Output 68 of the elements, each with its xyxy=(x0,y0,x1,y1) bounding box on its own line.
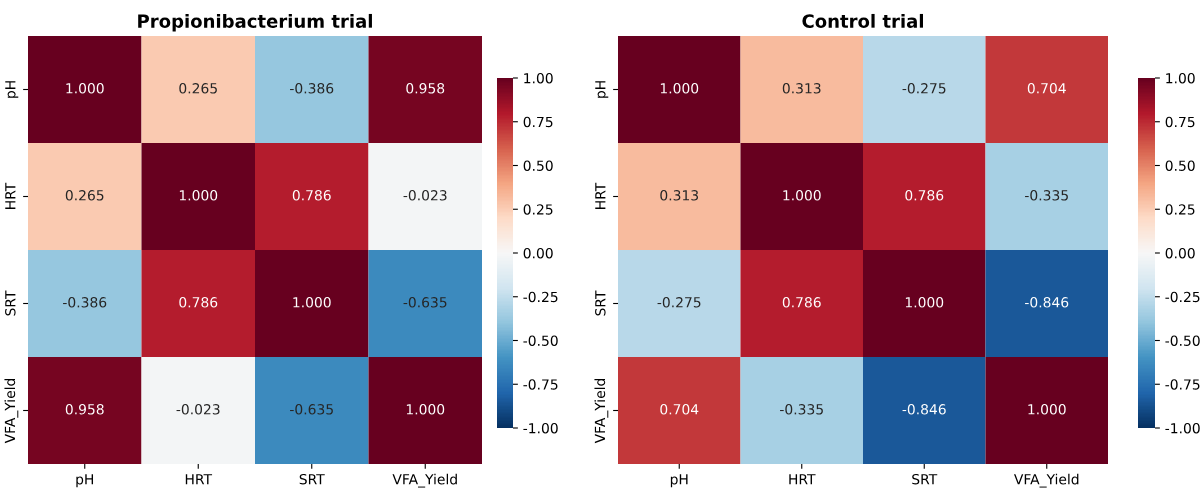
color-bar-label: 0.50 xyxy=(523,160,553,171)
x-tick-label: pH xyxy=(670,474,688,488)
color-bar-label: 0.75 xyxy=(523,116,553,128)
data-label: 1.000 xyxy=(406,404,445,415)
data-label: 0.704 xyxy=(1027,83,1066,94)
data-label: 0.265 xyxy=(179,83,217,94)
x-tick-label: HRT xyxy=(789,474,816,485)
color-bar-label: -0.50 xyxy=(1165,335,1200,346)
color-bar-label: 1.00 xyxy=(1166,72,1195,84)
color-bar-label: -1.00 xyxy=(1165,422,1200,434)
color-bar-label: -0.50 xyxy=(523,335,558,346)
color-bar-label: 0.75 xyxy=(1165,116,1195,128)
y-tick-label: VFA_Yield xyxy=(4,378,19,444)
data-label: 1.000 xyxy=(66,83,104,94)
x-tick-label: SRT xyxy=(299,473,325,485)
data-label: 1.000 xyxy=(660,83,699,94)
data-label: -0.635 xyxy=(290,404,333,415)
color-bar-label: 0.00 xyxy=(523,247,553,259)
color-bar-label: 0.00 xyxy=(1165,247,1195,259)
data-label: 1.000 xyxy=(905,297,944,308)
data-label: 0.313 xyxy=(660,190,699,201)
data-label: 0.958 xyxy=(65,404,104,415)
chart-title: Propionibacterium trial xyxy=(138,13,372,32)
data-label: 0.313 xyxy=(782,83,821,94)
x-tick-label: HRT xyxy=(185,474,213,485)
y-tick-label: SRT xyxy=(595,290,606,316)
data-label: -0.023 xyxy=(403,190,447,201)
data-label: 0.786 xyxy=(782,297,821,308)
data-label: 0.704 xyxy=(660,404,699,415)
data-label: 0.786 xyxy=(292,190,331,201)
data-label: -0.386 xyxy=(63,297,107,308)
data-label: -0.846 xyxy=(902,404,946,415)
color-bar-label: -0.75 xyxy=(523,379,558,390)
color-bar-label: -0.25 xyxy=(1165,291,1200,303)
data-label: -0.846 xyxy=(1025,297,1069,308)
data-label: 0.786 xyxy=(179,297,218,308)
data-label: -0.335 xyxy=(780,404,823,415)
data-label: -0.335 xyxy=(1025,190,1068,201)
data-label: 1.000 xyxy=(179,190,218,201)
color-bar-label: 0.50 xyxy=(1165,160,1195,171)
data-label: 0.265 xyxy=(65,190,104,201)
x-tick-label: SRT xyxy=(912,473,938,485)
data-label: 1.000 xyxy=(293,297,331,308)
color-bar-label: -0.25 xyxy=(523,291,558,303)
data-label: -0.386 xyxy=(290,83,334,94)
y-tick-label: pH xyxy=(595,81,609,98)
y-tick-label: HRT xyxy=(595,182,606,209)
color-bar-label: 0.25 xyxy=(1165,204,1195,215)
data-label: -0.275 xyxy=(657,297,701,308)
data-label: 0.786 xyxy=(905,190,944,201)
color-bar-label: -1.00 xyxy=(523,422,558,434)
data-label: -0.635 xyxy=(403,297,447,308)
data-label: 1.000 xyxy=(783,190,821,201)
data-label: 1.000 xyxy=(1028,404,1066,415)
color-bar-label: 0.25 xyxy=(523,204,553,215)
x-tick-label: pH xyxy=(76,474,94,488)
y-tick-label: pH xyxy=(5,81,19,98)
chart-title: Control trial xyxy=(802,13,923,28)
y-tick-label: VFA_Yield xyxy=(594,378,609,444)
color-bar-label: 1.00 xyxy=(524,72,553,84)
x-tick-label: VFA_Yield xyxy=(1013,473,1079,488)
data-label: -0.275 xyxy=(902,83,946,94)
data-label: -0.023 xyxy=(176,404,220,415)
color-bar-label: -0.75 xyxy=(1165,379,1200,390)
y-tick-label: SRT xyxy=(5,290,16,316)
y-tick-label: HRT xyxy=(5,182,16,209)
data-label: 0.958 xyxy=(406,83,445,94)
x-tick-label: VFA_Yield xyxy=(392,473,457,488)
